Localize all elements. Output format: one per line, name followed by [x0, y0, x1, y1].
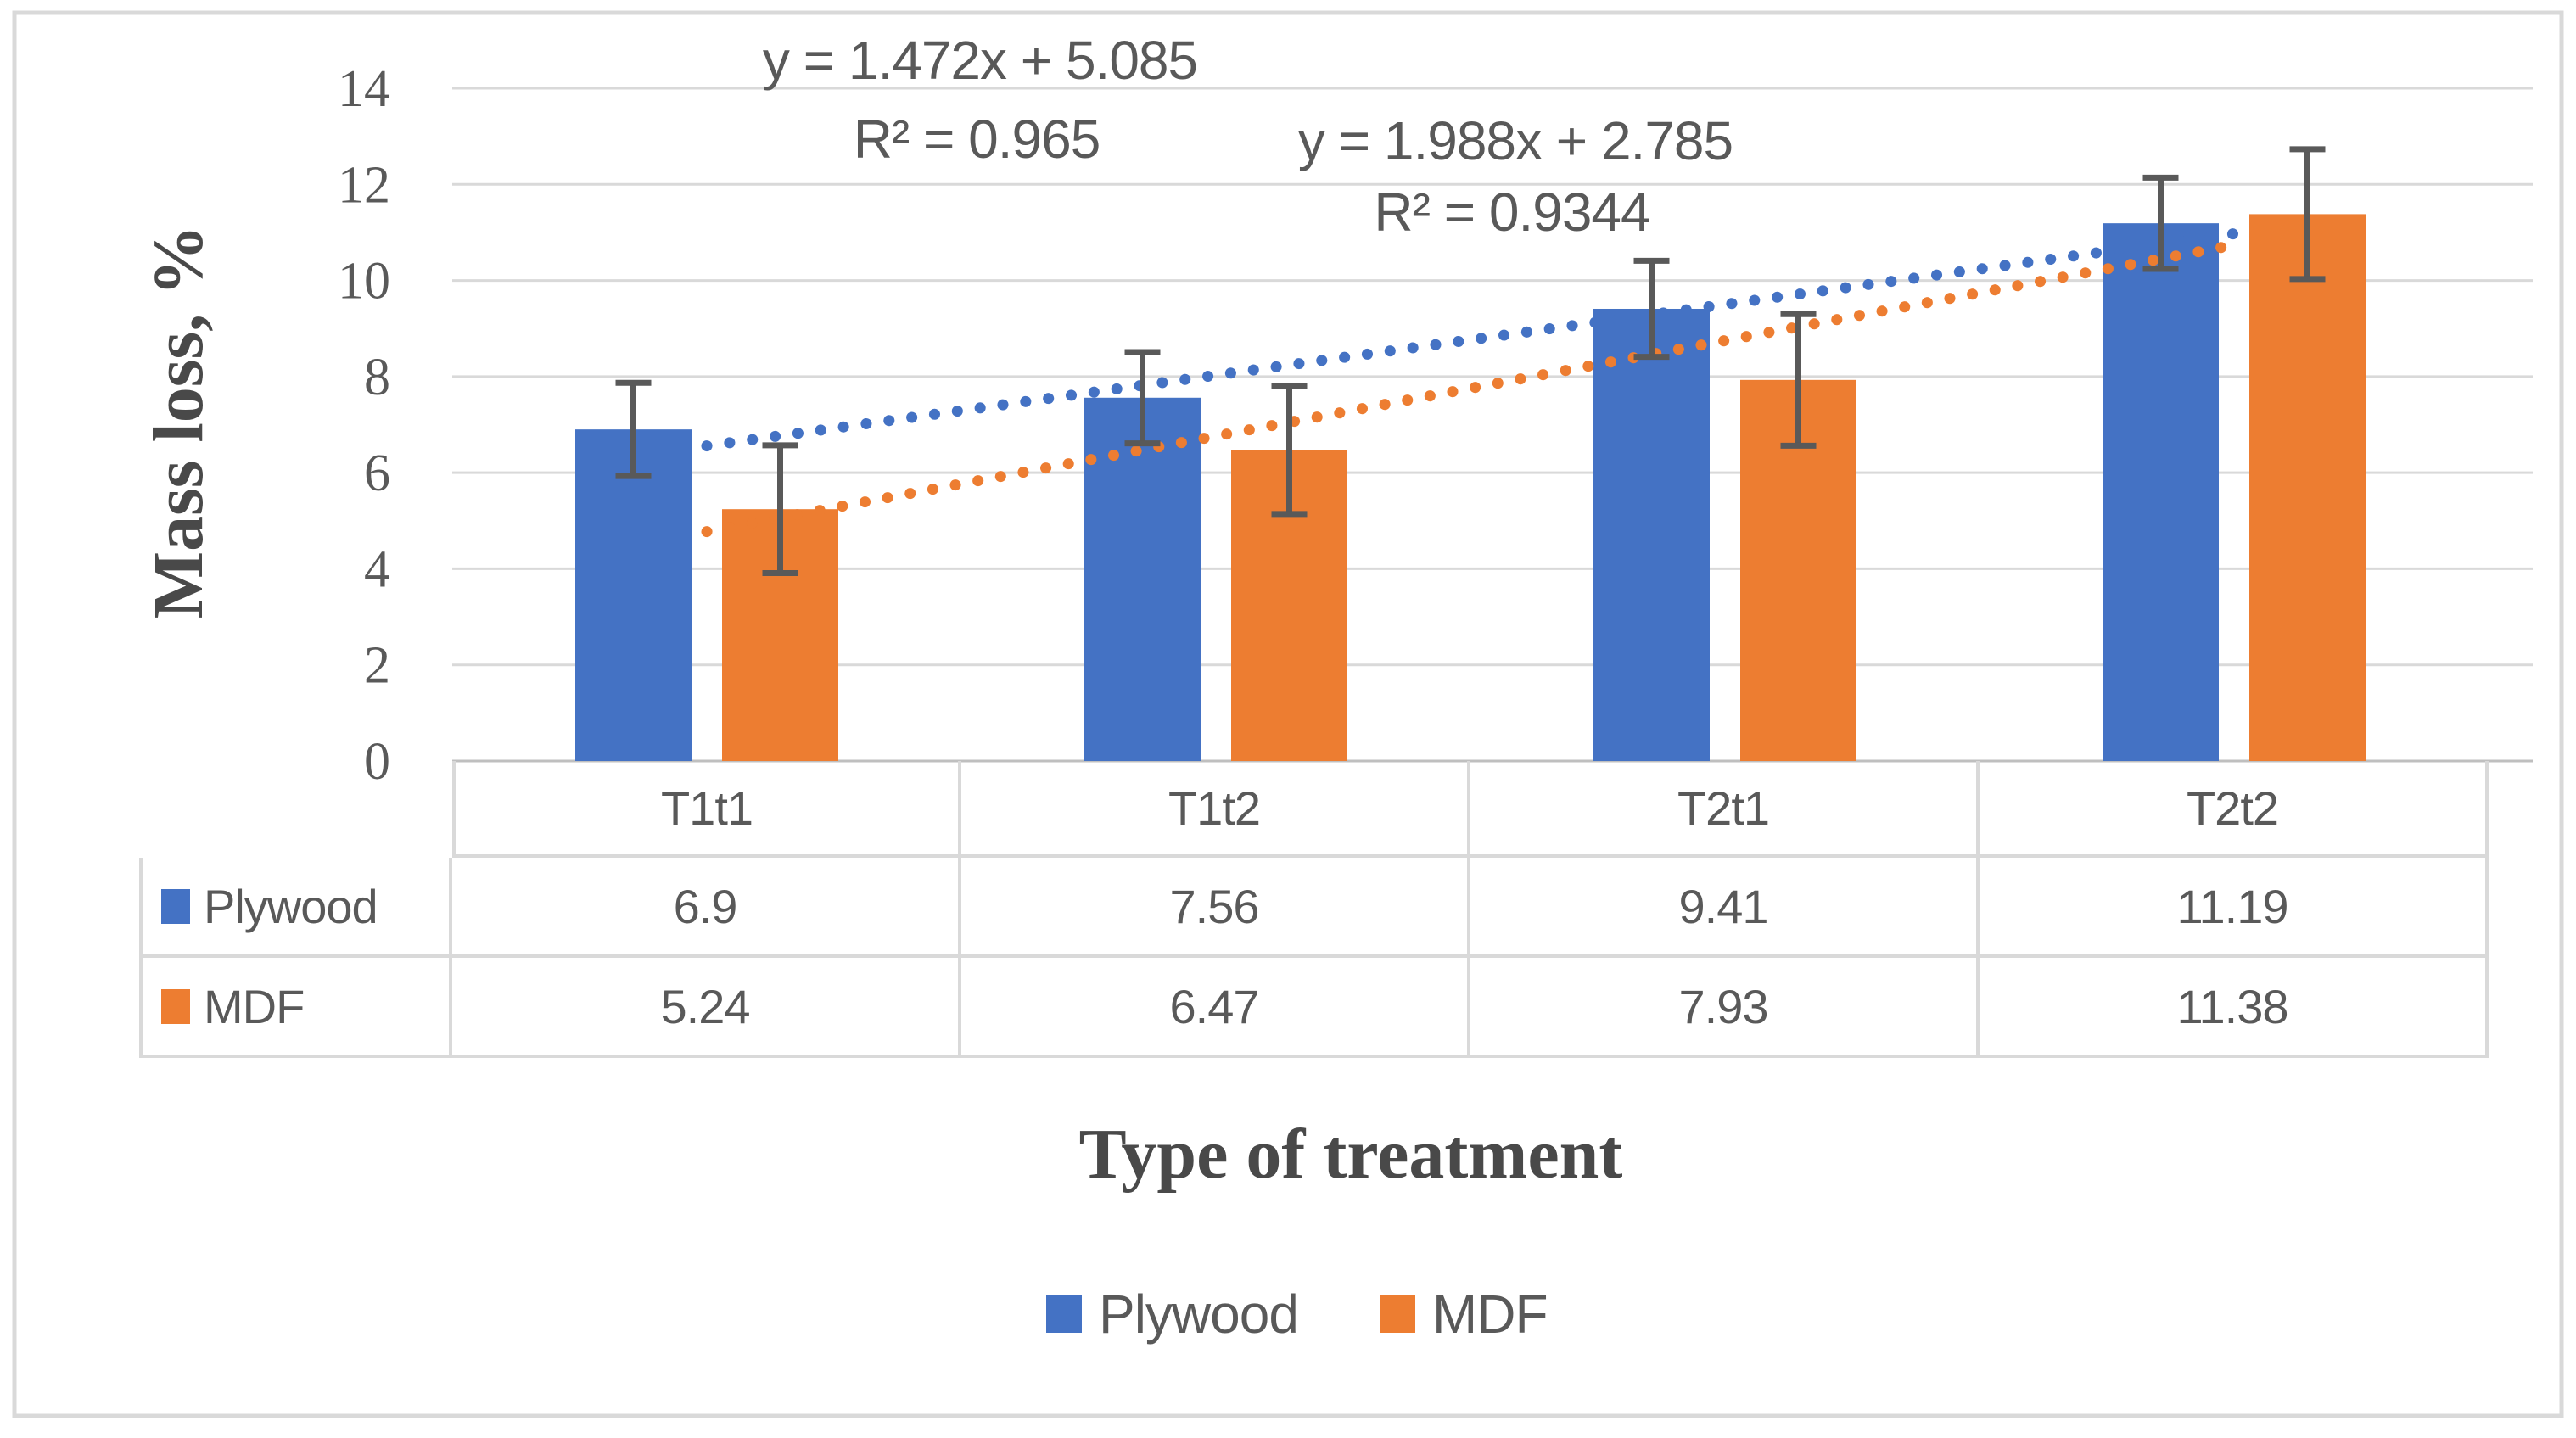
bar-plywood-t1t2: [1084, 397, 1201, 761]
legend-label-plywood: Plywood: [1099, 1284, 1299, 1345]
canvas-border: [12, 10, 2564, 1418]
table-value-mdf-t1t1: 5.24: [452, 958, 961, 1058]
chart-data-table: T1t1 T1t2 T2t1 T2t2 Plywood 6.9 7.56 9.41 11.19 M…: [139, 761, 2489, 1058]
chart-legend: Plywood MDF: [1046, 1283, 1548, 1346]
y-tick-label-0: 0: [364, 733, 390, 791]
legend-item-mdf: MDF: [1379, 1283, 1548, 1346]
y-tick-label-12: 12: [338, 156, 390, 214]
x-axis-title: Type of treatment: [1078, 1115, 1623, 1194]
table-header-t1t2: T1t2: [961, 761, 1470, 858]
table-value-mdf-t2t2: 11.38: [1980, 958, 2489, 1058]
table-row-label-mdf: MDF: [204, 979, 305, 1033]
table-row-key-plywood: Plywood: [139, 858, 452, 958]
table-value-mdf-t1t2: 6.47: [961, 958, 1470, 1058]
legend-swatch-plywood: [1046, 1295, 1082, 1333]
y-tick-label-14: 14: [338, 60, 390, 118]
trendline-r-squared-mdf: R² = 0.9344: [1374, 182, 1649, 243]
y-tick-label-8: 8: [364, 349, 390, 406]
bar-plywood-t2t2: [2103, 223, 2219, 761]
table-header-t1t1: T1t1: [452, 761, 961, 858]
y-tick-label-10: 10: [338, 253, 390, 311]
trendline-plywood: [701, 227, 2240, 452]
trendline-equation-plywood: y = 1.472x + 5.085: [763, 30, 1197, 91]
table-value-mdf-t2t1: 7.93: [1470, 958, 1980, 1058]
table-value-plywood-t2t2: 11.19: [1980, 858, 2489, 958]
table-value-plywood-t1t2: 7.56: [961, 858, 1470, 958]
table-header-t2t1: T2t1: [1470, 761, 1980, 858]
table-value-plywood-t1t1: 6.9: [452, 858, 961, 958]
y-axis-title: Mass loss, %: [139, 225, 218, 618]
table-legend-swatch-plywood: [161, 888, 190, 924]
bar-plywood-t1t1: [575, 429, 692, 761]
table-value-plywood-t2t1: 9.41: [1470, 858, 1980, 958]
legend-swatch-mdf: [1379, 1295, 1415, 1333]
table-header-t2t2: T2t2: [1980, 761, 2489, 858]
legend-label-mdf: MDF: [1431, 1284, 1548, 1345]
y-tick-label-6: 6: [364, 445, 390, 502]
trendline-r-squared-plywood: R² = 0.965: [854, 109, 1100, 170]
legend-item-plywood: Plywood: [1046, 1283, 1299, 1346]
table-corner-empty: [139, 761, 452, 858]
table-row-label-plywood: Plywood: [204, 879, 378, 933]
y-tick-label-4: 4: [364, 540, 390, 598]
bar-mdf-t2t2: [2249, 214, 2366, 761]
bar-plywood-t2t1: [1593, 308, 1710, 761]
table-row-key-mdf: MDF: [139, 958, 452, 1058]
trendline-equation-mdf: y = 1.988x + 2.785: [1298, 110, 1733, 171]
table-legend-swatch-mdf: [161, 988, 190, 1024]
y-tick-label-2: 2: [364, 637, 390, 695]
trendline-mdf: [701, 239, 2240, 538]
